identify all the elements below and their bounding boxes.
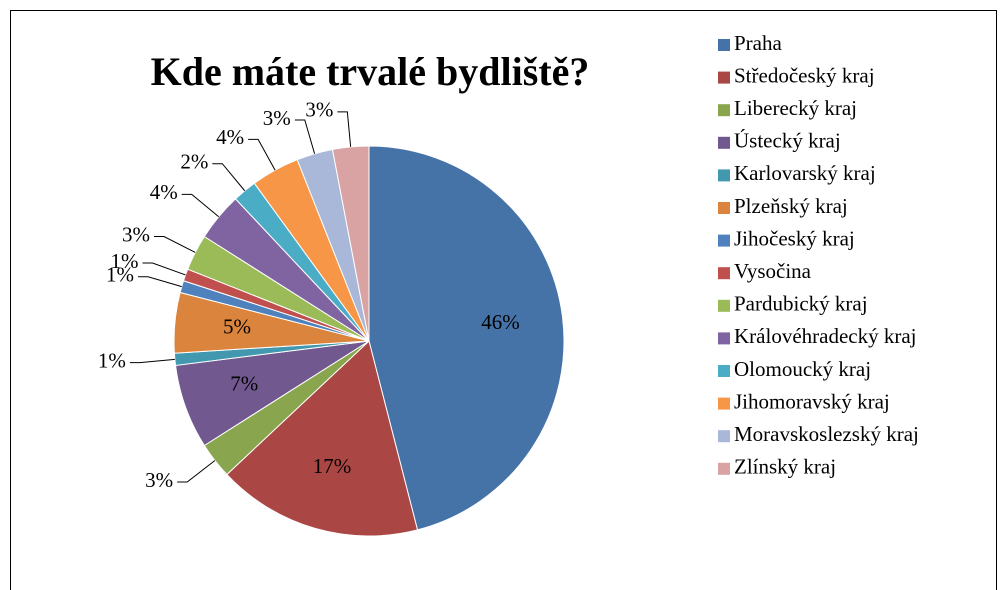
legend-label: Středočeský kraj [734,63,875,87]
legend-swatch [718,299,730,312]
legend-swatch [718,104,730,117]
data-label: 17% [313,454,352,478]
legend-label: Zlínský kraj [734,455,836,479]
legend-label: Královéhradecký kraj [734,324,917,348]
data-label: 3% [122,222,150,246]
legend-label: Karlovarský kraj [734,161,876,185]
legend-label: Jihomoravský kraj [734,389,890,413]
legend-swatch [718,365,730,377]
legend-swatch [718,332,730,345]
leader-line [337,111,352,147]
leader-line [181,193,220,218]
leader-line [142,262,186,276]
leader-line [153,236,196,253]
data-label: 3% [263,106,291,130]
legend-swatch [718,397,730,410]
data-label: 3% [145,468,173,492]
data-label: 1% [98,348,126,372]
legend-label: Moravskoslezský kraj [734,422,919,446]
pie-slice [226,340,419,537]
legend-swatch [718,430,730,443]
legend-label: Liberecký kraj [734,96,857,120]
chart-title: Kde máte trvalé bydliště? [151,49,590,94]
data-label: 4% [150,180,178,204]
legend-swatch [718,169,730,182]
legend-label: Pardubický kraj [734,292,868,316]
legend-swatch [718,71,730,84]
legend-swatch [718,267,730,280]
legend-label: Ústecký kraj [734,129,841,153]
leader-line [212,163,246,192]
leader-line [177,460,216,483]
data-label: 7% [230,372,258,396]
legend-label: Vysočina [734,259,812,283]
data-label: 5% [223,314,251,338]
legend-swatch [718,202,730,214]
legend-label: Jihočeský kraj [734,226,855,250]
leader-line [294,119,316,154]
pie-slice [368,145,565,531]
legend-label: Praha [734,31,782,55]
data-label: 4% [216,125,244,149]
data-label: 1% [106,263,134,287]
legend-label: Olomoucký kraj [734,357,871,381]
data-label: 2% [180,150,208,174]
data-label: 46% [481,310,520,334]
data-label: 1% [111,249,139,273]
pie-slice [331,145,370,342]
legend-swatch [718,39,730,51]
legend-swatch [718,462,730,475]
data-label: 3% [305,98,333,122]
legend-label: Plzeňský kraj [734,194,848,218]
leader-line [248,138,276,171]
leader-line [138,276,182,288]
legend-swatch [718,234,730,247]
legend-swatch [718,136,730,149]
leader-line [129,358,175,364]
